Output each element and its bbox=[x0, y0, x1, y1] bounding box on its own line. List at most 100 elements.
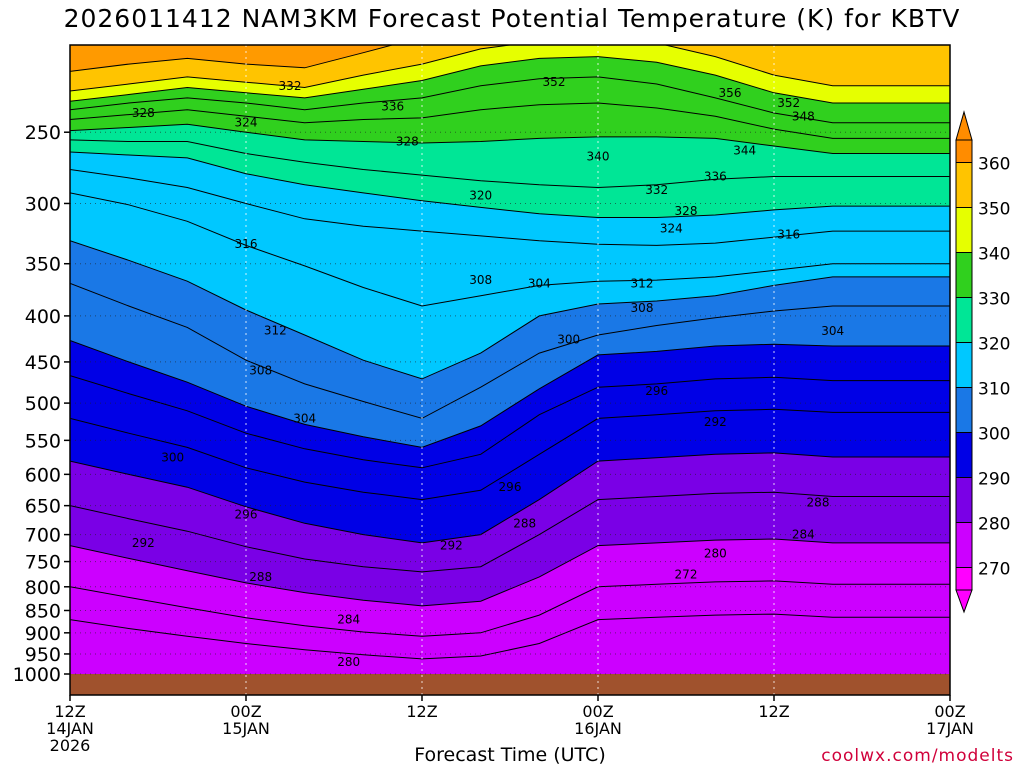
y-tick-label: 250 bbox=[25, 122, 61, 144]
contour-label: 340 bbox=[587, 149, 610, 163]
contour-label: 348 bbox=[792, 109, 815, 123]
contour-label: 296 bbox=[499, 480, 522, 494]
y-tick-label: 1000 bbox=[13, 664, 61, 686]
contour-label: 308 bbox=[469, 273, 492, 287]
colorbar-cap-top bbox=[955, 110, 973, 141]
colorbar-segment bbox=[955, 252, 973, 298]
contour-label: 312 bbox=[631, 276, 654, 290]
plot-area bbox=[70, 45, 950, 695]
contour-label: 332 bbox=[645, 183, 668, 197]
contour-label: 304 bbox=[821, 324, 844, 338]
contour-label: 292 bbox=[132, 536, 155, 550]
contour-label: 320 bbox=[469, 189, 492, 203]
colorbar-label: 300 bbox=[978, 425, 1010, 445]
colorbar-label: 280 bbox=[978, 515, 1010, 535]
y-tick-label: 550 bbox=[25, 430, 61, 452]
y-tick-label: 850 bbox=[25, 600, 61, 622]
contour-label: 304 bbox=[528, 276, 551, 290]
contour-label: 308 bbox=[249, 364, 272, 378]
contour-284 bbox=[70, 491, 950, 573]
contour-label: 304 bbox=[293, 411, 316, 425]
ground bbox=[70, 674, 950, 695]
colorbar-segment bbox=[955, 139, 973, 163]
colorbar-label: 330 bbox=[978, 290, 1010, 310]
credit-text: coolwx.com/modelts bbox=[821, 746, 1014, 766]
y-axis: 2503003504004505005506006507007508008509… bbox=[13, 122, 70, 686]
x-tick-label: 14JAN bbox=[46, 719, 94, 738]
contour-label: 336 bbox=[381, 99, 404, 113]
x-tick-label: 16JAN bbox=[574, 719, 622, 738]
contour-label: 356 bbox=[719, 86, 742, 100]
x-tick-label: 15JAN bbox=[222, 719, 270, 738]
contour-280 bbox=[70, 538, 950, 607]
contour-label: 324 bbox=[235, 116, 258, 130]
y-tick-label: 450 bbox=[25, 352, 61, 374]
contour-label: 296 bbox=[645, 384, 668, 398]
contour-304 bbox=[70, 282, 950, 419]
x-tick-label: 2026 bbox=[50, 736, 91, 755]
x-tick-label: 00Z bbox=[582, 702, 613, 721]
colorbar-label: 310 bbox=[978, 380, 1010, 400]
contour-label: 296 bbox=[235, 508, 258, 522]
colorbar-segment bbox=[955, 477, 973, 523]
contour-label: 324 bbox=[660, 222, 683, 236]
contour-label: 292 bbox=[704, 415, 727, 429]
contour-label: 328 bbox=[396, 134, 419, 148]
contour-292 bbox=[70, 408, 950, 501]
contour-label: 280 bbox=[704, 547, 727, 561]
contour-label: 352 bbox=[777, 96, 800, 110]
contour-label: 328 bbox=[675, 204, 698, 218]
contour-label: 328 bbox=[132, 106, 155, 120]
colorbar-segment bbox=[955, 387, 973, 433]
colorbar-segment bbox=[955, 342, 973, 388]
contour-label: 316 bbox=[777, 228, 800, 242]
contour-label: 292 bbox=[440, 539, 463, 553]
contour-labels: 3283323363523563523483243283443403363323… bbox=[132, 75, 844, 669]
contour-label: 272 bbox=[675, 567, 698, 581]
contour-label: 288 bbox=[513, 516, 536, 530]
chart-title: 2026011412 NAM3KM Forecast Potential Tem… bbox=[63, 4, 961, 33]
colorbar-segment bbox=[955, 297, 973, 343]
contour-340 bbox=[70, 56, 950, 104]
contour-label: 332 bbox=[279, 79, 302, 93]
contour-label: 288 bbox=[807, 496, 830, 510]
x-tick-label: 12Z bbox=[54, 702, 85, 721]
x-tick-label: 12Z bbox=[406, 702, 437, 721]
contour-label: 288 bbox=[249, 570, 272, 584]
contour-label: 344 bbox=[733, 144, 756, 158]
colorbar-label: 270 bbox=[978, 560, 1010, 580]
y-tick-label: 750 bbox=[25, 552, 61, 574]
colorbar-segment bbox=[955, 522, 973, 568]
contour-288 bbox=[70, 452, 950, 544]
colorbar-segment bbox=[955, 567, 973, 591]
colorbar-segment bbox=[955, 432, 973, 478]
contour-328 bbox=[70, 123, 950, 154]
colorbar-label: 290 bbox=[978, 470, 1010, 490]
x-tick-label: 00Z bbox=[230, 702, 261, 721]
x-axis-label: Forecast Time (UTC) bbox=[414, 744, 606, 766]
contour-296 bbox=[70, 375, 950, 469]
x-tick-label: 17JAN bbox=[926, 719, 974, 738]
contour-label: 280 bbox=[337, 655, 360, 669]
y-tick-label: 950 bbox=[25, 644, 61, 666]
contour-324 bbox=[70, 139, 950, 189]
contour-312 bbox=[70, 192, 950, 307]
y-tick-label: 400 bbox=[25, 306, 61, 328]
contour-label: 284 bbox=[792, 528, 815, 542]
plot-frame bbox=[69, 44, 951, 696]
contour-label: 312 bbox=[264, 323, 287, 337]
contour-label: 352 bbox=[543, 75, 566, 89]
y-tick-label: 350 bbox=[25, 254, 61, 276]
contour-344 bbox=[70, 45, 950, 92]
y-tick-label: 800 bbox=[25, 577, 61, 599]
colorbar-label: 360 bbox=[978, 155, 1010, 175]
colorbar-label: 340 bbox=[978, 245, 1010, 265]
y-tick-label: 900 bbox=[25, 623, 61, 645]
contour-352 bbox=[70, 45, 950, 72]
y-tick-label: 700 bbox=[25, 525, 61, 547]
contour-316 bbox=[70, 169, 950, 246]
x-tick-label: 00Z bbox=[934, 702, 965, 721]
contour-300 bbox=[70, 340, 950, 448]
